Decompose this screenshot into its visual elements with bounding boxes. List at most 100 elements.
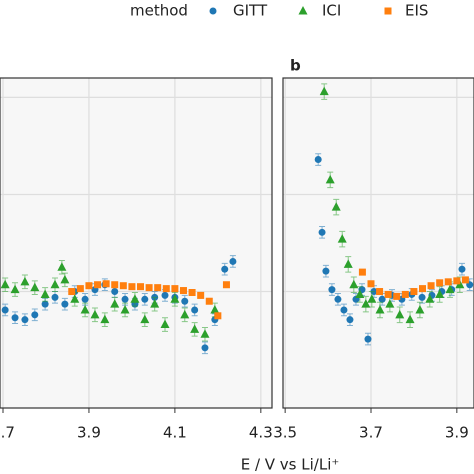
point bbox=[349, 279, 359, 289]
point bbox=[57, 262, 67, 271]
point bbox=[137, 283, 145, 291]
point bbox=[90, 309, 100, 319]
point bbox=[1, 306, 9, 314]
point bbox=[121, 295, 129, 303]
point bbox=[418, 285, 426, 293]
point bbox=[385, 299, 395, 308]
point bbox=[361, 299, 371, 308]
point bbox=[160, 319, 170, 329]
point bbox=[31, 311, 39, 319]
x-tick-label: 3.9 bbox=[77, 424, 101, 442]
point bbox=[214, 312, 222, 320]
point bbox=[20, 276, 30, 286]
panel-background bbox=[283, 78, 474, 408]
legend-marker bbox=[298, 6, 308, 15]
x-tick-label: 3.5 bbox=[273, 424, 297, 442]
point bbox=[61, 300, 69, 308]
point bbox=[0, 279, 10, 289]
point bbox=[445, 284, 455, 294]
point bbox=[119, 282, 127, 290]
legend-marker bbox=[384, 7, 392, 15]
point bbox=[337, 234, 347, 243]
point bbox=[334, 295, 342, 303]
point bbox=[221, 265, 229, 273]
point bbox=[94, 281, 102, 289]
point bbox=[453, 277, 461, 285]
point bbox=[100, 314, 110, 324]
point bbox=[145, 284, 153, 292]
point bbox=[343, 259, 353, 268]
point bbox=[322, 267, 330, 275]
point bbox=[364, 335, 372, 343]
point bbox=[200, 329, 210, 338]
point bbox=[120, 304, 130, 314]
legend-title: method bbox=[130, 2, 188, 20]
point bbox=[229, 257, 237, 265]
point bbox=[395, 309, 405, 319]
point bbox=[415, 304, 425, 314]
point bbox=[30, 282, 40, 292]
point bbox=[393, 292, 401, 300]
point bbox=[111, 288, 119, 296]
x-tick-label: 3.7 bbox=[359, 424, 383, 442]
x-axis-label: E / V vs Li/Li⁺ bbox=[241, 456, 340, 474]
point bbox=[314, 156, 322, 164]
point bbox=[340, 306, 348, 314]
point bbox=[376, 288, 384, 296]
point bbox=[150, 299, 160, 308]
point bbox=[171, 285, 179, 293]
point bbox=[161, 291, 169, 299]
point bbox=[141, 295, 149, 303]
point bbox=[346, 316, 354, 324]
legend-marker bbox=[209, 7, 217, 15]
point bbox=[384, 290, 392, 298]
point bbox=[70, 294, 80, 303]
legend-label: GITT bbox=[233, 2, 268, 20]
point bbox=[367, 280, 375, 288]
point bbox=[435, 289, 445, 298]
point bbox=[179, 287, 187, 295]
point bbox=[436, 279, 444, 287]
point bbox=[325, 174, 335, 184]
x-tick-label: 4.1 bbox=[163, 424, 187, 442]
point bbox=[111, 281, 119, 289]
panel-title: b bbox=[290, 57, 301, 75]
point bbox=[427, 282, 435, 290]
point bbox=[378, 295, 386, 303]
x-tick-label: 3.9 bbox=[445, 424, 469, 442]
x-tick-label: 3.7 bbox=[0, 424, 15, 442]
point bbox=[170, 294, 180, 303]
point bbox=[190, 324, 200, 333]
point bbox=[11, 314, 19, 322]
legend-label: EIS bbox=[405, 2, 428, 20]
point bbox=[162, 285, 170, 293]
point bbox=[367, 294, 377, 303]
point bbox=[128, 283, 136, 291]
point bbox=[140, 314, 150, 324]
point bbox=[319, 86, 329, 96]
point bbox=[21, 316, 29, 324]
x-tick-label: 4.3 bbox=[249, 424, 273, 442]
point bbox=[68, 288, 76, 296]
point bbox=[331, 202, 341, 211]
point bbox=[458, 265, 466, 273]
point bbox=[222, 281, 230, 289]
point bbox=[181, 297, 189, 305]
panel-border bbox=[282, 77, 474, 409]
point bbox=[130, 294, 140, 303]
point bbox=[10, 284, 20, 294]
point bbox=[85, 282, 93, 290]
point bbox=[358, 268, 366, 276]
point bbox=[41, 300, 49, 308]
point bbox=[197, 291, 205, 299]
point bbox=[418, 293, 426, 301]
point bbox=[191, 306, 199, 314]
point bbox=[375, 304, 385, 314]
point bbox=[461, 276, 469, 284]
point bbox=[51, 293, 59, 301]
point bbox=[81, 295, 89, 303]
point bbox=[405, 314, 415, 324]
point bbox=[318, 228, 326, 236]
point bbox=[205, 297, 213, 305]
